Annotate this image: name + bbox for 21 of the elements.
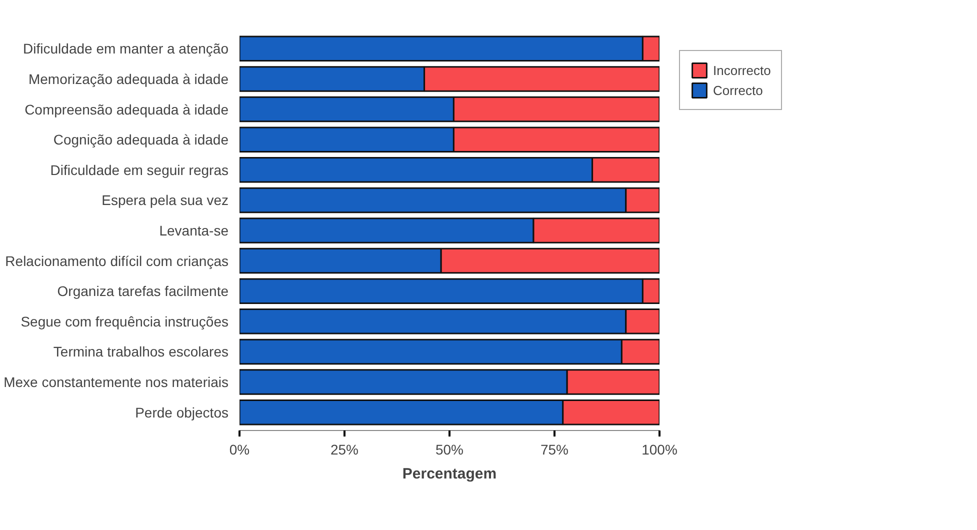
y-tick-label: Espera pela sua vez xyxy=(102,192,229,208)
legend-label: Correcto xyxy=(713,82,763,98)
legend-label: Incorrecto xyxy=(713,62,771,78)
y-tick-label: Memorização adequada à idade xyxy=(28,70,229,87)
y-tick-label: Termina trabalhos escolares xyxy=(53,344,229,360)
x-tick-label: 25% xyxy=(330,442,359,458)
y-tick-label: Dificuldade em manter a atenção xyxy=(23,40,229,57)
y-tick-label: Compreensão adequada à idade xyxy=(24,101,229,118)
y-tick-label: Relacionamento difícil com crianças xyxy=(5,252,229,269)
x-axis-title: Percentagem xyxy=(402,466,497,482)
x-tick-label: 75% xyxy=(540,442,569,458)
y-tick-label: Mexe constantemente nos materiais xyxy=(4,374,228,390)
x-tick-label: 50% xyxy=(435,442,464,458)
y-tick-label: Dificuldade em seguir regras xyxy=(50,162,229,178)
x-tick-label: 100% xyxy=(642,442,678,458)
y-tick-label: Organiza tarefas facilmente xyxy=(57,283,229,300)
y-tick-label: Cognição adequada à idade xyxy=(53,132,229,148)
y-tick-label: Perde objectos xyxy=(135,404,229,420)
x-tick-label: 0% xyxy=(229,442,250,458)
y-tick-label: Levanta-se xyxy=(159,222,229,238)
y-tick-label: Segue com frequência instruções xyxy=(20,313,229,330)
